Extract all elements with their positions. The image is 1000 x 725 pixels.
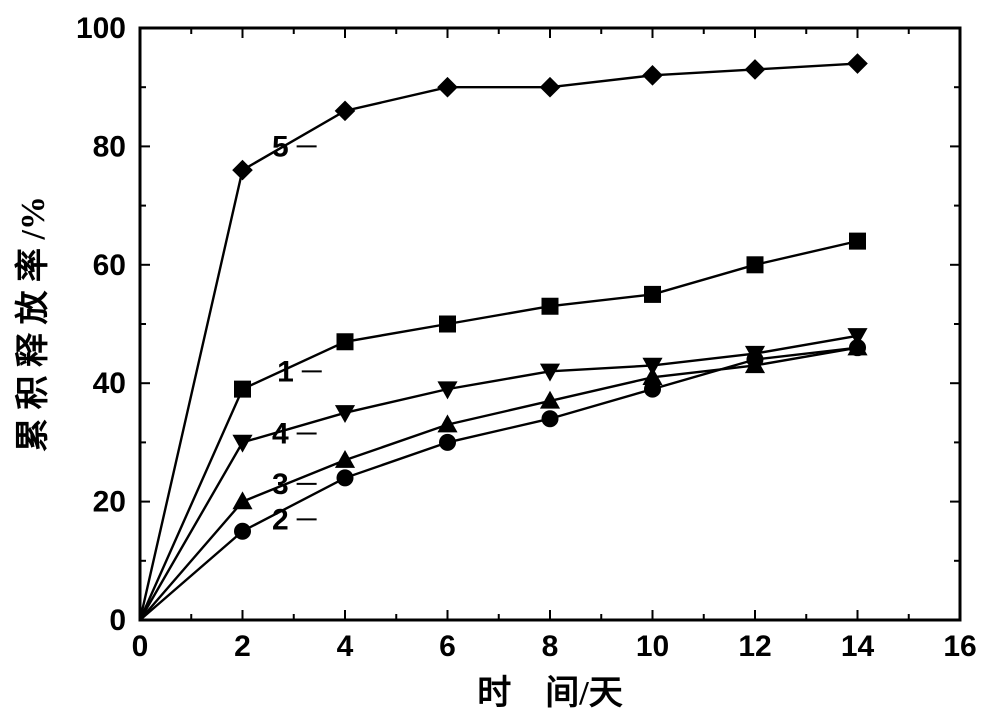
chart-svg: 0246810121416020406080100时 间/天累 积 释 放 率 … [0, 0, 1000, 725]
x-axis-label: 时 间/天 [477, 674, 622, 712]
x-tick-label: 4 [337, 630, 354, 663]
x-tick-label: 14 [841, 630, 875, 663]
series-s2-label: 2 [272, 503, 289, 536]
series-s1-label: 1 [277, 355, 294, 388]
x-tick-label: 6 [439, 630, 456, 663]
series-s4-label: 4 [272, 418, 289, 451]
y-tick-label: 100 [76, 12, 126, 45]
y-tick-label: 60 [93, 249, 126, 282]
y-tick-label: 0 [109, 604, 126, 637]
series-s5-label: 5 [272, 130, 289, 163]
plot-frame [140, 28, 960, 620]
y-tick-label: 20 [93, 486, 126, 519]
x-tick-label: 12 [738, 630, 771, 663]
x-tick-label: 0 [132, 630, 149, 663]
y-axis-label: 累 积 释 放 率 /% [14, 196, 52, 452]
y-tick-label: 40 [93, 367, 126, 400]
x-tick-label: 2 [234, 630, 251, 663]
series-s4-line [140, 336, 858, 620]
series-s3-label: 3 [272, 468, 289, 501]
x-tick-label: 16 [943, 630, 976, 663]
y-tick-label: 80 [93, 130, 126, 163]
x-tick-label: 8 [542, 630, 559, 663]
release-chart: 0246810121416020406080100时 间/天累 积 释 放 率 … [0, 0, 1000, 725]
x-tick-label: 10 [636, 630, 669, 663]
